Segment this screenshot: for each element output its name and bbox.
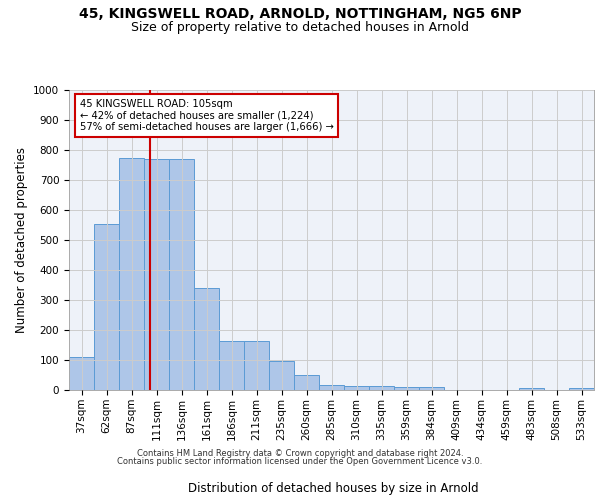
Bar	[219, 341, 244, 390]
Bar	[319, 384, 344, 390]
Text: Distribution of detached houses by size in Arnold: Distribution of detached houses by size …	[188, 482, 478, 495]
Bar	[244, 341, 269, 390]
Text: 45, KINGSWELL ROAD, ARNOLD, NOTTINGHAM, NG5 6NP: 45, KINGSWELL ROAD, ARNOLD, NOTTINGHAM, …	[79, 8, 521, 22]
Bar	[94, 224, 119, 390]
Bar	[369, 386, 394, 390]
Bar	[169, 159, 194, 390]
Bar	[519, 388, 544, 390]
Bar	[344, 386, 369, 390]
Text: Contains HM Land Registry data © Crown copyright and database right 2024.: Contains HM Land Registry data © Crown c…	[137, 448, 463, 458]
Y-axis label: Number of detached properties: Number of detached properties	[14, 147, 28, 333]
Bar	[569, 388, 594, 390]
Bar	[119, 158, 144, 390]
Text: Size of property relative to detached houses in Arnold: Size of property relative to detached ho…	[131, 21, 469, 34]
Text: 45 KINGSWELL ROAD: 105sqm
← 42% of detached houses are smaller (1,224)
57% of se: 45 KINGSWELL ROAD: 105sqm ← 42% of detac…	[79, 99, 334, 132]
Bar	[144, 159, 169, 390]
Bar	[294, 375, 319, 390]
Bar	[394, 387, 419, 390]
Bar	[269, 361, 294, 390]
Bar	[194, 288, 219, 390]
Text: Contains public sector information licensed under the Open Government Licence v3: Contains public sector information licen…	[118, 457, 482, 466]
Bar	[69, 357, 94, 390]
Bar	[419, 387, 444, 390]
